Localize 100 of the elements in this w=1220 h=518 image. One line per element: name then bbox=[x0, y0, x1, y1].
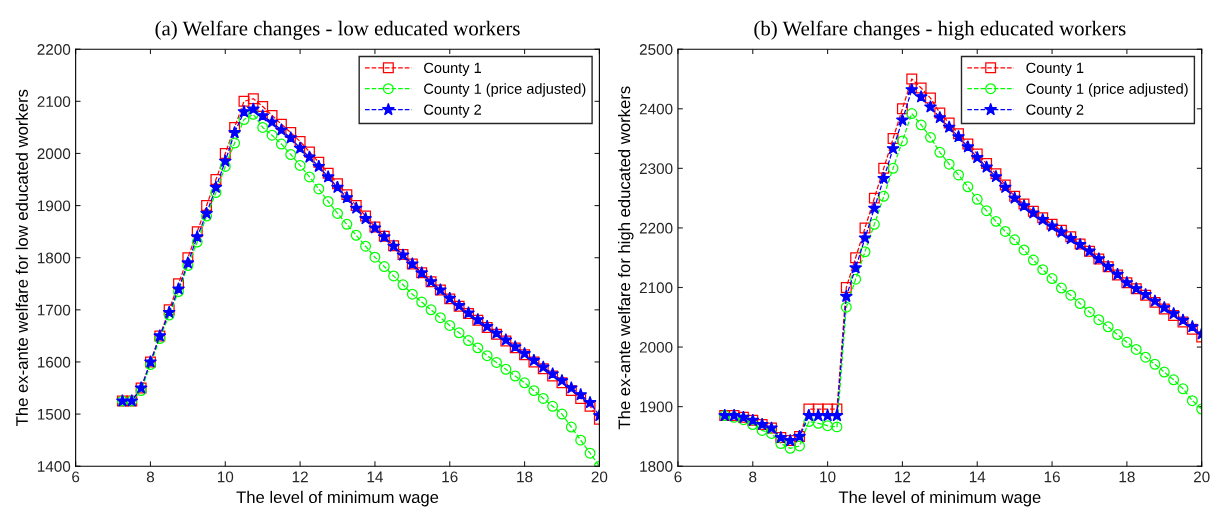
point bbox=[971, 148, 983, 160]
y-tick-label: 1900 bbox=[37, 200, 71, 212]
point bbox=[472, 342, 484, 354]
point bbox=[378, 261, 390, 273]
point bbox=[1185, 319, 1199, 333]
x-tick-label: 10 bbox=[820, 471, 836, 483]
point bbox=[201, 200, 213, 212]
x-axis-title: The level of minimum wage bbox=[838, 490, 1041, 507]
point bbox=[1093, 314, 1105, 326]
point bbox=[171, 282, 186, 295]
point bbox=[481, 350, 493, 362]
y-tick-label: 1900 bbox=[640, 401, 673, 413]
point bbox=[237, 104, 251, 118]
point bbox=[868, 192, 880, 204]
point bbox=[163, 309, 175, 321]
point bbox=[1121, 336, 1133, 348]
point bbox=[312, 159, 326, 173]
point bbox=[934, 107, 946, 119]
chart-title: (b) Welfare changes - high educated workers bbox=[754, 20, 1126, 40]
x-tick-label: 14 bbox=[367, 471, 383, 483]
point bbox=[934, 146, 946, 158]
point bbox=[878, 190, 890, 202]
point bbox=[509, 370, 521, 382]
point bbox=[173, 286, 185, 298]
point bbox=[182, 252, 194, 264]
point bbox=[887, 133, 899, 145]
legend-label: County 1 (price adjusted) bbox=[424, 83, 586, 97]
y-tick-label: 2100 bbox=[639, 282, 673, 294]
point bbox=[556, 377, 568, 389]
point bbox=[1074, 298, 1086, 310]
point bbox=[313, 183, 325, 195]
point bbox=[416, 296, 428, 308]
point bbox=[547, 400, 559, 412]
point bbox=[322, 167, 334, 179]
point bbox=[313, 156, 325, 168]
x-tick-label: 20 bbox=[591, 471, 608, 483]
point bbox=[942, 120, 956, 133]
point bbox=[849, 260, 863, 274]
x-tick-label: 14 bbox=[969, 471, 986, 483]
point bbox=[1140, 351, 1152, 363]
point bbox=[914, 89, 928, 103]
point bbox=[210, 174, 222, 186]
y-tick-label: 2400 bbox=[639, 103, 673, 115]
point bbox=[1168, 374, 1180, 386]
point bbox=[321, 170, 335, 183]
point bbox=[1018, 244, 1030, 256]
y-tick-label: 2200 bbox=[37, 44, 71, 55]
y-tick-label: 2500 bbox=[639, 44, 673, 55]
y-tick-label: 1800 bbox=[37, 252, 71, 264]
y-axis-title: The ex-ante welfare for high educated workers bbox=[618, 86, 634, 430]
point bbox=[266, 109, 278, 121]
point bbox=[840, 282, 852, 293]
y-tick-label: 1400 bbox=[37, 461, 71, 472]
point bbox=[1149, 358, 1161, 370]
point bbox=[256, 109, 270, 122]
point bbox=[924, 131, 936, 143]
point bbox=[406, 288, 418, 300]
point bbox=[238, 95, 250, 107]
point bbox=[859, 222, 871, 234]
point bbox=[265, 115, 279, 128]
point bbox=[1112, 329, 1124, 341]
x-tick-label: 6 bbox=[674, 471, 682, 483]
x-tick-label: 8 bbox=[146, 471, 155, 483]
point bbox=[1177, 383, 1189, 395]
point bbox=[905, 82, 919, 96]
y-axis-title: The ex-ante welfare for low educated workers bbox=[15, 89, 28, 426]
point bbox=[970, 150, 984, 164]
legend-label: County 1 bbox=[1026, 62, 1084, 76]
point bbox=[564, 381, 578, 394]
point bbox=[1168, 310, 1180, 321]
point bbox=[803, 403, 815, 415]
point bbox=[981, 205, 993, 217]
point bbox=[933, 110, 947, 124]
point bbox=[915, 119, 927, 131]
legend-label: County 1 bbox=[424, 62, 481, 76]
point bbox=[218, 154, 232, 167]
point bbox=[1186, 395, 1198, 407]
point bbox=[1186, 323, 1198, 335]
point bbox=[397, 279, 409, 291]
point bbox=[294, 135, 306, 147]
point bbox=[971, 193, 983, 205]
x-tick-label: 18 bbox=[1119, 471, 1135, 483]
point bbox=[584, 447, 596, 459]
point bbox=[583, 395, 597, 409]
point bbox=[191, 236, 203, 248]
point bbox=[274, 123, 288, 136]
point bbox=[210, 187, 222, 199]
point bbox=[425, 304, 437, 316]
point bbox=[285, 127, 297, 139]
point bbox=[388, 270, 400, 282]
x-tick-label: 12 bbox=[292, 471, 308, 483]
y-tick-label: 2000 bbox=[639, 341, 673, 353]
x-tick-label: 18 bbox=[517, 471, 533, 483]
point bbox=[173, 278, 185, 290]
x-tick-label: 8 bbox=[749, 471, 757, 483]
point bbox=[943, 117, 955, 129]
point bbox=[229, 137, 241, 149]
point bbox=[257, 121, 269, 133]
y-tick-label: 2300 bbox=[639, 163, 673, 175]
point bbox=[990, 215, 1002, 227]
